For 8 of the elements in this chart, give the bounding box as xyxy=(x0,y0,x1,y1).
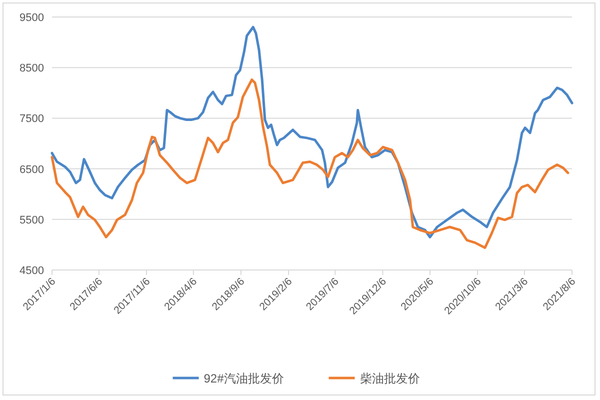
legend-label: 柴油批发价 xyxy=(360,372,420,386)
y-tick-label: 4500 xyxy=(20,265,44,277)
y-tick-label: 8500 xyxy=(20,62,44,75)
y-tick-label: 5500 xyxy=(20,214,44,226)
legend-label: 92#汽油批发价 xyxy=(204,372,284,386)
y-tick-label: 7500 xyxy=(20,113,44,126)
y-tick-label: 6500 xyxy=(20,164,44,176)
y-tick-label: 9500 xyxy=(20,12,44,24)
